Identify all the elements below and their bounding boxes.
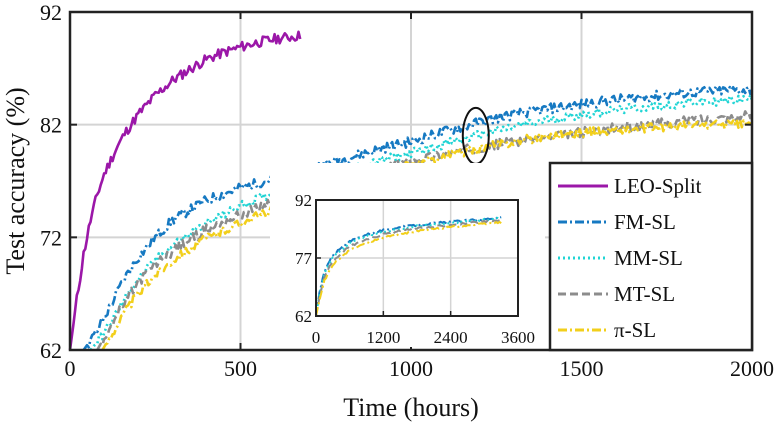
inset-x-tick-label-2400: 2400 — [434, 328, 468, 347]
y-tick-label-92: 92 — [40, 0, 62, 25]
x-tick-label-1500: 1500 — [560, 356, 604, 381]
inset-series-line-mm-sl — [315, 216, 502, 317]
series-lines — [68, 30, 754, 351]
legend-label-mm-sl: MM-SL — [614, 246, 683, 270]
legend-label-mt-sl: MT-SL — [614, 282, 675, 306]
inset-series-line-mt-sl — [315, 218, 502, 317]
y-tick-label-82: 82 — [40, 113, 62, 138]
inset-x-tick-label-0: 0 — [312, 328, 321, 347]
series-line-sl — [101, 118, 753, 351]
x-axis-label: Time (hours) — [343, 393, 479, 422]
legend: LEO-Split FM-SL MM-SL MT-SL π-SL — [548, 161, 754, 352]
inset-y-tick-label-92: 92 — [295, 191, 312, 210]
x-tick-label-0: 0 — [65, 356, 76, 381]
x-tick-label-2000: 2000 — [730, 356, 774, 381]
series-line-fm-sl — [82, 84, 754, 351]
y-tick-label-72: 72 — [40, 225, 62, 250]
y-axis-label: Test accuracy (%) — [1, 87, 30, 274]
series-line-leo-split — [68, 30, 302, 351]
x-tick-label-500: 500 — [224, 356, 257, 381]
legend-label-fm-sl: FM-SL — [614, 210, 676, 234]
inset-plot: 0 1200 2400 3600 62 77 92 — [270, 163, 545, 347]
inset-y-tick-label-77: 77 — [295, 249, 313, 268]
x-tick-label-1000: 1000 — [389, 356, 433, 381]
zoom-ellipse — [461, 106, 490, 165]
inset-x-tick-label-1200: 1200 — [366, 328, 400, 347]
y-tick-label-62: 62 — [40, 338, 62, 363]
inset-series-line-sl — [315, 220, 502, 317]
series-line-mm-sl — [89, 93, 754, 351]
legend-label-leo-split: LEO-Split — [614, 174, 702, 198]
legend-label-sl: π-SL — [614, 318, 656, 342]
inset-x-tick-label-3600: 3600 — [501, 328, 535, 347]
inset-y-tick-label-62: 62 — [295, 307, 312, 326]
